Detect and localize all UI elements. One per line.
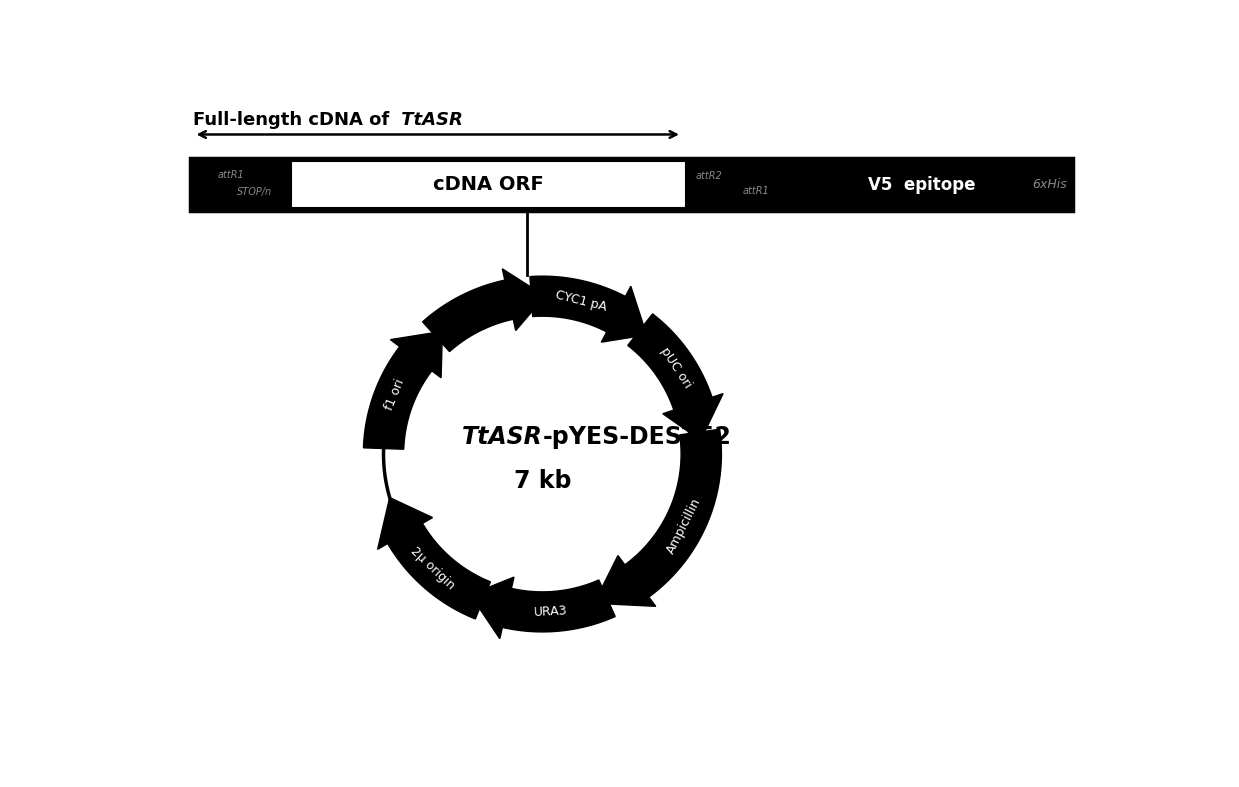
Polygon shape — [593, 429, 721, 606]
Bar — [290, 161, 685, 208]
Text: V5  epitope: V5 epitope — [869, 176, 976, 194]
Polygon shape — [422, 269, 545, 352]
Polygon shape — [378, 497, 491, 619]
Bar — [190, 157, 1073, 212]
Text: Ampicillin: Ampicillin — [664, 496, 704, 556]
Text: Full-length cDNA of: Full-length cDNA of — [192, 111, 395, 129]
Polygon shape — [628, 314, 724, 440]
Polygon shape — [471, 577, 616, 639]
Text: TtASR: TtASR — [461, 425, 543, 449]
Text: attR2: attR2 — [695, 171, 722, 181]
Text: TtASR: TtASR — [395, 111, 463, 129]
Text: pUC ori: pUC ori — [658, 345, 694, 391]
Text: CYC1 pA: CYC1 pA — [554, 288, 608, 313]
Polygon shape — [530, 276, 647, 342]
Text: URA3: URA3 — [534, 604, 567, 619]
Text: STOP/n: STOP/n — [237, 187, 271, 198]
Bar — [190, 157, 1073, 212]
Text: attR1: attR1 — [218, 170, 244, 180]
Text: f1 ori: f1 ori — [383, 377, 408, 412]
Polygon shape — [363, 331, 442, 449]
Text: cDNA ORF: cDNA ORF — [432, 175, 544, 194]
Text: attR1: attR1 — [742, 187, 769, 197]
Text: -pYES-DEST52: -pYES-DEST52 — [543, 425, 731, 449]
Text: P: P — [461, 302, 476, 320]
Text: 2μ origin: 2μ origin — [409, 545, 457, 593]
Text: f1 ori: f1 ori — [383, 377, 408, 412]
Text: 6xHis: 6xHis — [1032, 178, 1067, 191]
Text: GAL1: GAL1 — [476, 311, 509, 334]
Text: 7 kb: 7 kb — [514, 469, 571, 493]
